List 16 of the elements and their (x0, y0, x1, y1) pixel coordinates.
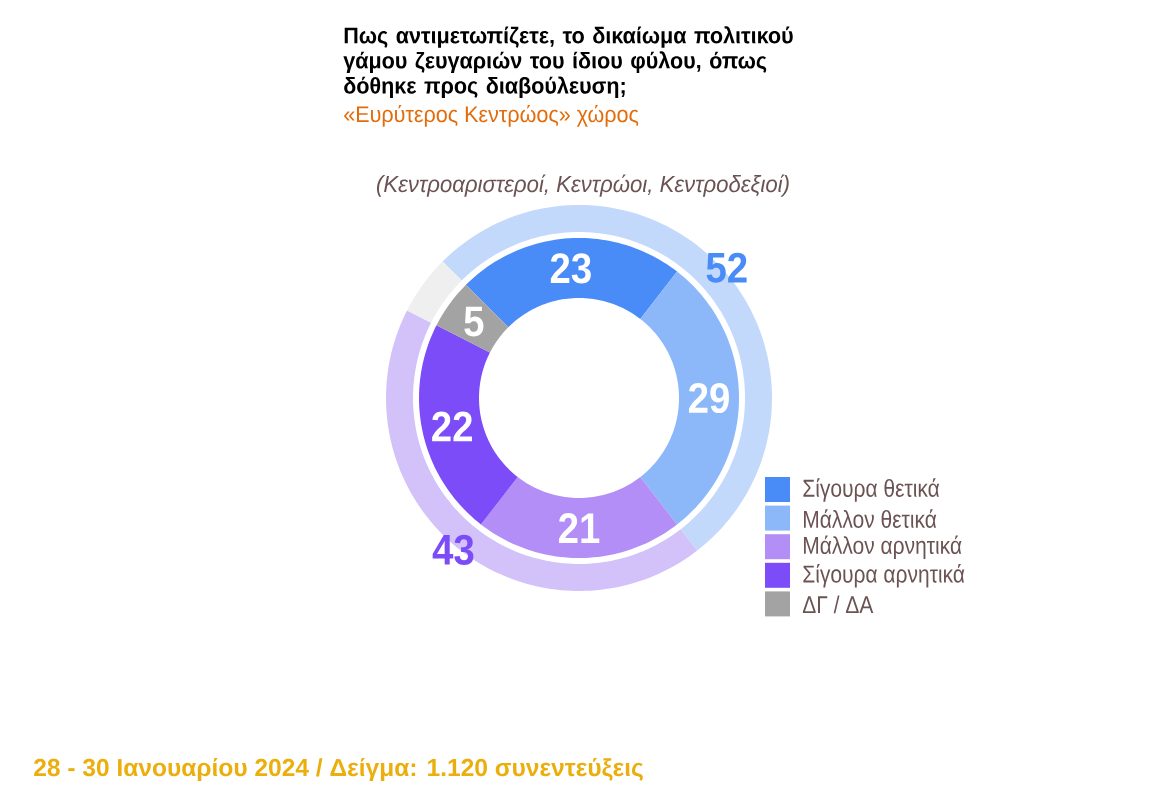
data-label: 23 (550, 253, 591, 284)
data-label: 5 (464, 306, 484, 337)
chart-title: Πως αντιμετωπίζετε, το δικαίωμα πολιτικού γάμου ζευγαριών του ίδιου φύλου, όπως δόθηκε προς διαβούλευση; (343, 26, 793, 99)
data-label: 43 (432, 534, 474, 565)
data-label: 22 (432, 411, 472, 442)
text: (Κεντροαριστεροί, Κεντρώοι, Κεντροδεξιοί) (377, 174, 789, 197)
legend-label: Μάλλον αρνητικά (803, 535, 962, 559)
text: 28 - 30 Ιανουαρίου 2024 / Δείγμα: 1.120 συνεντεύξεις (34, 757, 643, 782)
data-label: 29 (689, 382, 729, 414)
data-label: 52 (706, 252, 747, 283)
legend-label: Σίγουρα θετικά (803, 478, 940, 502)
legend-label: Σίγουρα αρνητικά (803, 564, 965, 588)
legend-label: Μάλλον θετικά (803, 509, 937, 528)
data-label: 21 (558, 513, 600, 543)
chart-subtitle: «Ευρύτερος Κεντρώος» χώρος (344, 104, 639, 127)
legend-label: ΔΓ / ΔΑ (802, 595, 874, 614)
